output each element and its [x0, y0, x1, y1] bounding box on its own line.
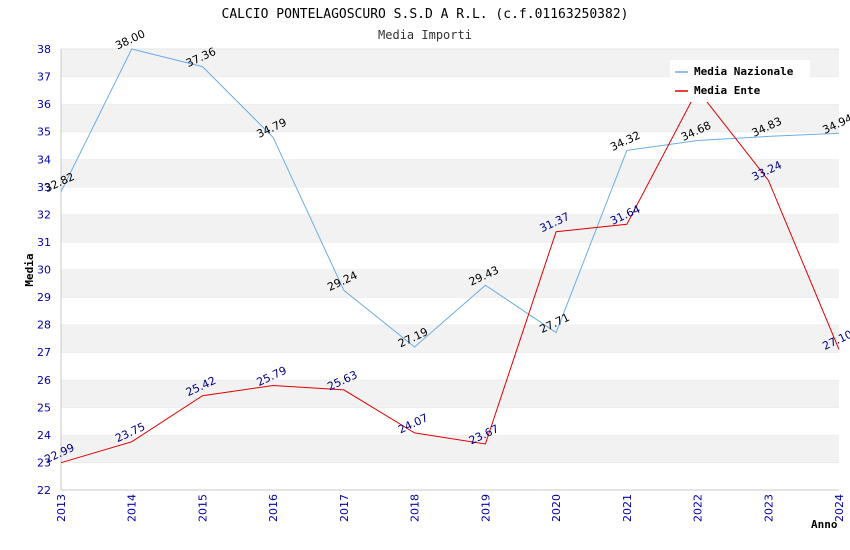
grid-band — [61, 407, 839, 435]
x-tick-label: 2016 — [267, 494, 280, 522]
y-tick-label: 25 — [37, 401, 51, 414]
axes — [60, 49, 839, 491]
x-tick-label: 2018 — [409, 494, 422, 522]
grid-band — [61, 186, 839, 215]
x-tick-label: 2014 — [126, 494, 139, 522]
grid-band — [61, 269, 839, 298]
y-tick-label: 27 — [37, 346, 51, 359]
chart-subtitle: Media Importi — [378, 28, 472, 42]
grid-band — [61, 379, 839, 408]
y-tick-label: 34 — [37, 153, 51, 166]
y-tick-label: 24 — [37, 429, 51, 442]
legend: Media Nazionale Media Ente — [670, 60, 810, 102]
y-tick-label: 35 — [37, 126, 51, 139]
grid-band — [61, 434, 839, 463]
y-tick-label: 32 — [37, 208, 51, 221]
y-tick-label: 29 — [37, 291, 51, 304]
y-tick-label: 31 — [37, 236, 51, 249]
y-tick-label: 22 — [37, 484, 51, 497]
y-tick-label: 30 — [37, 264, 51, 277]
y-tick-label: 37 — [37, 71, 51, 84]
grid-band — [61, 159, 839, 187]
grid-bands — [61, 48, 839, 490]
grid-band — [61, 131, 839, 160]
y-tick-label: 28 — [37, 319, 51, 332]
grid-band — [61, 352, 839, 380]
x-tick-label: 2015 — [196, 494, 209, 522]
legend-label-media-nazionale: Media Nazionale — [694, 65, 794, 78]
x-tick-label: 2023 — [762, 494, 775, 522]
legend-label-media-ente: Media Ente — [694, 84, 761, 97]
y-tick-label: 38 — [37, 43, 51, 56]
grid-band — [61, 462, 839, 490]
y-tick-label: 36 — [37, 98, 51, 111]
series-lines — [60, 48, 840, 464]
grid-band — [61, 241, 839, 270]
grid-band — [61, 324, 839, 353]
y-axis-label: Media — [23, 253, 36, 286]
y-tick-label: 33 — [37, 181, 51, 194]
y-tick-label: 26 — [37, 374, 51, 387]
x-tick-label: 2024 — [833, 494, 846, 522]
x-tick-label: 2019 — [479, 494, 492, 522]
x-tick-label: 2022 — [692, 494, 705, 522]
grid-band — [61, 214, 839, 242]
y-tick-labels: 22 23 24 25 26 27 28 29 30 31 32 33 34 35 36 37 38 — [37, 43, 51, 497]
x-tick-label: 2013 — [55, 494, 68, 522]
x-tick-label: 2020 — [550, 494, 563, 522]
chart-title: CALCIO PONTELAGOSCURO S.S.D A R.L. (c.f.… — [222, 7, 629, 22]
grid-band — [61, 297, 839, 325]
legend-box — [670, 60, 810, 102]
x-axis-label: Anno — [811, 518, 838, 531]
x-tick-labels: 2013 2014 2015 2016 2017 2018 2019 2020 2021 2022… — [55, 494, 846, 522]
x-tick-label: 2021 — [621, 494, 634, 522]
series-line-media-ente — [60, 88, 840, 464]
y-tick-label: 23 — [37, 456, 51, 469]
series-line-media-nazionale — [60, 48, 840, 348]
grid-band — [61, 104, 839, 132]
x-tick-label: 2017 — [338, 494, 351, 522]
